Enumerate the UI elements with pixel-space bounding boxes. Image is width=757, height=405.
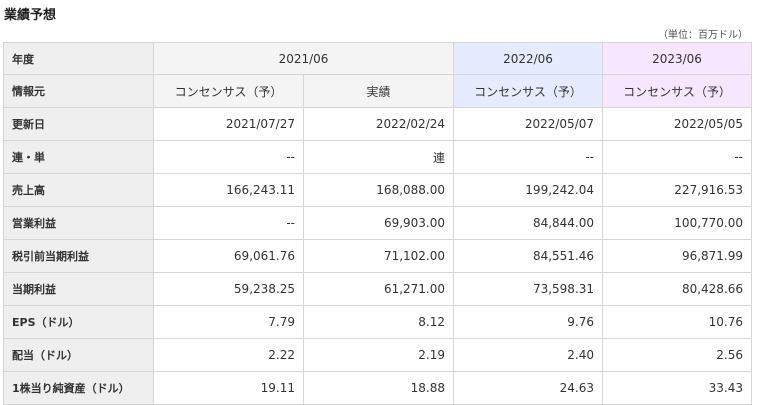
- table-row: 連・単 -- 連 -- --: [3, 140, 753, 174]
- value-cell: 199,242.04: [453, 173, 604, 207]
- value-cell: 73,598.31: [453, 272, 604, 306]
- year-2022-header: 2022/06: [453, 42, 604, 75]
- row-label: 1株当り純資産（ドル）: [3, 371, 154, 405]
- value-cell: 59,238.25: [153, 272, 304, 306]
- value-cell: 24.63: [453, 371, 604, 405]
- value-cell: 2.40: [453, 338, 604, 372]
- year-2023-header: 2023/06: [602, 42, 753, 75]
- row-label: 売上高: [3, 173, 154, 207]
- value-cell: 227,916.53: [602, 173, 753, 207]
- forecast-table: 年度 2021/06 2022/06 2023/06 情報元 コンセンサス（予）…: [3, 42, 753, 405]
- source-cell: コンセンサス（予）: [153, 74, 304, 108]
- source-cell: コンセンサス（予）: [453, 74, 604, 108]
- value-cell: 69,061.76: [153, 239, 304, 273]
- value-cell: 96,871.99: [602, 239, 753, 273]
- year-row: 年度 2021/06 2022/06 2023/06: [3, 42, 753, 75]
- value-cell: 71,102.00: [302, 239, 455, 273]
- row-label: 連・単: [3, 140, 154, 174]
- row-label: 当期利益: [3, 272, 154, 306]
- value-cell: 2022/02/24: [302, 107, 455, 141]
- row-label: 税引前当期利益: [3, 239, 154, 273]
- source-cell: 実績: [302, 74, 455, 108]
- value-cell: 84,551.46: [453, 239, 604, 273]
- year-2021-header: 2021/06: [152, 42, 455, 75]
- table-row: 配当（ドル） 2.22 2.19 2.40 2.56: [3, 338, 753, 372]
- value-cell: --: [453, 140, 604, 174]
- value-cell: 166,243.11: [153, 173, 304, 207]
- value-cell: 19.11: [153, 371, 304, 405]
- table-row: 1株当り純資産（ドル） 19.11 18.88 24.63 33.43: [3, 371, 753, 405]
- unit-note: （単位：百万ドル）: [658, 30, 748, 41]
- value-cell: 33.43: [602, 371, 753, 405]
- row-label: 更新日: [3, 107, 154, 141]
- source-header-label: 情報元: [3, 74, 154, 108]
- value-cell: 69,903.00: [302, 206, 455, 240]
- value-cell: 9.76: [453, 305, 604, 339]
- table-row: EPS（ドル） 7.79 8.12 9.76 10.76: [3, 305, 753, 339]
- table-row: 売上高 166,243.11 168,088.00 199,242.04 227,916…: [3, 173, 753, 207]
- value-cell: 2022/05/07: [453, 107, 604, 141]
- value-cell: --: [153, 140, 304, 174]
- value-cell: 7.79: [153, 305, 304, 339]
- section-title: 業績予想: [4, 8, 57, 23]
- source-row: 情報元 コンセンサス（予） 実績 コンセンサス（予） コンセンサス（予）: [3, 74, 753, 108]
- value-cell: --: [602, 140, 753, 174]
- row-label: EPS（ドル）: [3, 305, 154, 339]
- value-cell: 2022/05/05: [602, 107, 753, 141]
- table-row: 税引前当期利益 69,061.76 71,102.00 84,551.46 96,871…: [3, 239, 753, 273]
- value-cell: 2.19: [302, 338, 455, 372]
- value-cell: 2.56: [602, 338, 753, 372]
- source-cell: コンセンサス（予）: [602, 74, 753, 108]
- value-cell: 80,428.66: [602, 272, 753, 306]
- value-cell: 8.12: [302, 305, 455, 339]
- value-cell: 61,271.00: [302, 272, 455, 306]
- table-row: 当期利益 59,238.25 61,271.00 73,598.31 80,428.66: [3, 272, 753, 306]
- value-cell: 100,770.00: [602, 206, 753, 240]
- table-row: 更新日 2021/07/27 2022/02/24 2022/05/07 2022/05…: [3, 107, 753, 141]
- value-cell: 84,844.00: [453, 206, 604, 240]
- value-cell: 2021/07/27: [153, 107, 304, 141]
- value-cell: 連: [302, 140, 455, 174]
- value-cell: 10.76: [602, 305, 753, 339]
- year-header-label: 年度: [3, 42, 154, 75]
- row-label: 営業利益: [3, 206, 154, 240]
- row-label: 配当（ドル）: [3, 338, 154, 372]
- table-row: 営業利益 -- 69,903.00 84,844.00 100,770.00: [3, 206, 753, 240]
- value-cell: 18.88: [302, 371, 455, 405]
- value-cell: --: [153, 206, 304, 240]
- value-cell: 2.22: [153, 338, 304, 372]
- value-cell: 168,088.00: [302, 173, 455, 207]
